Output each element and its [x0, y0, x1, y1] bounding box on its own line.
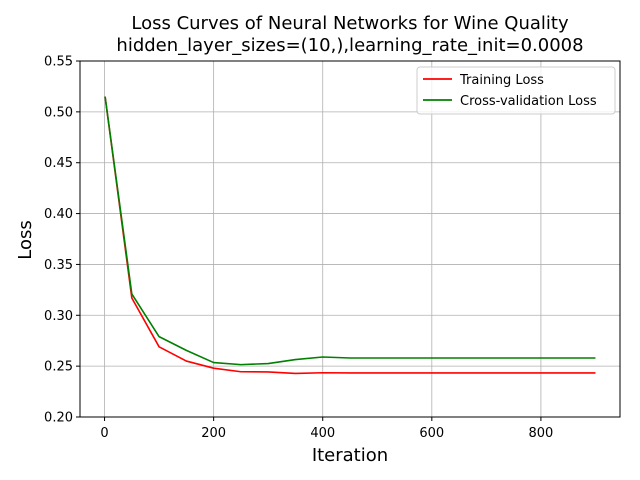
y-axis-label: Loss	[15, 220, 36, 259]
chart-subtitle: hidden_layer_sizes=(10,),learning_rate_i…	[116, 35, 583, 56]
legend-label-cross-validation-loss: Cross-validation Loss	[460, 94, 597, 109]
y-tick-label: 0.35	[44, 258, 73, 273]
y-tick-label: 0.45	[44, 156, 73, 171]
x-tick-label: 800	[528, 426, 553, 441]
y-tick-label: 0.40	[44, 207, 73, 222]
legend-box	[416, 66, 616, 115]
y-tick-label: 0.50	[44, 105, 73, 120]
plot-area-frame	[79, 60, 621, 418]
x-tick-label: 400	[310, 426, 335, 441]
y-tick-label: 0.30	[44, 309, 73, 324]
axis-ticks: 0 200 400 600 800 0.20 0.25 0.30 0.35 0.40 0.45 0.5…	[44, 55, 553, 442]
x-tick-label: 200	[201, 426, 226, 441]
legend: Training Loss Cross-validation Loss	[416, 66, 616, 115]
x-axis-label: Iteration	[312, 445, 388, 466]
series-lines	[104, 96, 596, 375]
y-tick-label: 0.55	[44, 55, 73, 70]
x-tick-label: 0	[100, 426, 108, 441]
y-tick-label: 0.25	[44, 360, 73, 375]
legend-label-training-loss: Training Loss	[459, 73, 544, 88]
series-line-training-loss	[104, 96, 596, 375]
chart-title: Loss Curves of Neural Networks for Wine …	[131, 13, 569, 34]
x-tick-label: 600	[419, 426, 444, 441]
series-line-cross-validation-loss	[104, 96, 596, 366]
y-tick-label: 0.20	[44, 411, 73, 426]
